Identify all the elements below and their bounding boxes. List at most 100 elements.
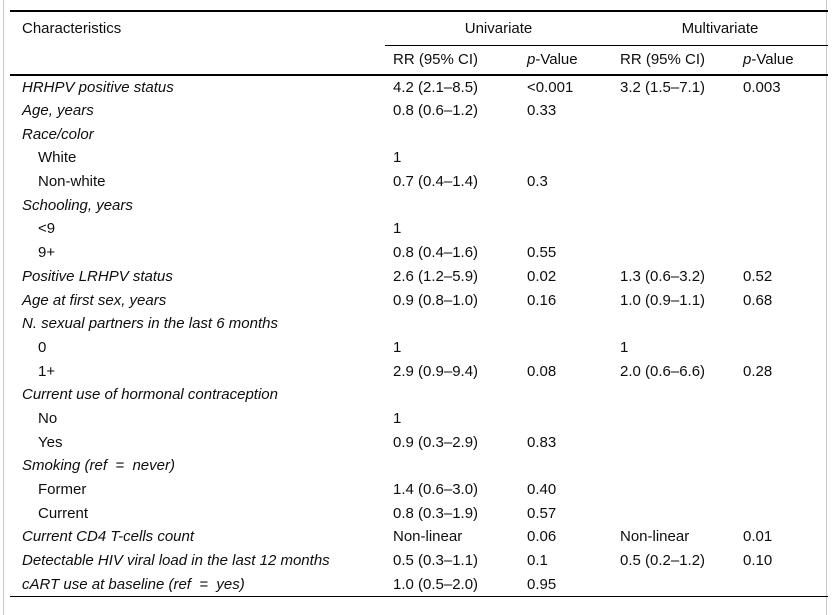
cell-uni-p: 0.3 [527, 173, 548, 191]
cell-multi-p: 0.68 [743, 291, 773, 309]
table-row: Age at first sex, years 0.9 (0.8–1.0) 0.… [10, 288, 828, 312]
cell-uni-p: 0.33 [527, 102, 557, 120]
table-row: Smoking (ref = never) [10, 454, 828, 478]
cell-multi-p [735, 146, 828, 170]
cell-characteristic: No [38, 409, 58, 427]
cell-uni-rr: 0.9 (0.3–2.9) [393, 433, 479, 451]
cell-uni-rr: 0.5 (0.3–1.1) [393, 552, 479, 570]
cell-multi-p: 0.28 [743, 362, 773, 380]
column-header-uni-pvalue: p-Value [519, 45, 612, 76]
cell-multi-rr [612, 430, 735, 454]
cell-multi-p [735, 193, 828, 217]
cell-multi-rr: 1 [620, 338, 629, 356]
cell-multi-p [735, 241, 828, 265]
cell-characteristic: Race/color [22, 125, 94, 143]
figure-right-edge [826, 0, 827, 615]
table-row: Current use of hormonal contraception [10, 383, 828, 407]
table-row: <9 1 [10, 217, 828, 241]
cell-characteristic: 9+ [38, 244, 56, 262]
cell-characteristic: 0 [38, 338, 47, 356]
cell-multi-rr: 2.0 (0.6–6.6) [620, 362, 706, 380]
cell-multi-rr [612, 454, 735, 478]
table-row: No 1 [10, 407, 828, 431]
cell-characteristic: HRHPV positive status [22, 78, 174, 96]
cell-uni-rr: 1 [393, 149, 402, 167]
cell-multi-rr [612, 217, 735, 241]
cell-uni-rr: 1.4 (0.6–3.0) [393, 481, 479, 499]
cell-uni-p [519, 193, 612, 217]
cell-uni-rr: Non-linear [393, 528, 463, 546]
cell-multi-p [735, 312, 828, 336]
cell-multi-p: 0.01 [743, 528, 773, 546]
cell-characteristic: Current use of hormonal contraception [22, 386, 278, 404]
cell-uni-p [519, 312, 612, 336]
cell-multi-p [735, 430, 828, 454]
table-row: 1+ 2.9 (0.9–9.4) 0.08 2.0 (0.6–6.6) 0.28 [10, 359, 828, 383]
cell-multi-p [735, 501, 828, 525]
cell-uni-p: 0.83 [527, 433, 557, 451]
cell-multi-p [735, 122, 828, 146]
table-row: 9+ 0.8 (0.4–1.6) 0.55 [10, 241, 828, 265]
cell-multi-rr [612, 478, 735, 502]
table-row: Former 1.4 (0.6–3.0) 0.40 [10, 478, 828, 502]
cell-uni-p: 0.40 [527, 481, 557, 499]
cell-uni-p: <0.001 [527, 78, 574, 96]
column-header-uni-rr: RR (95% CI) [385, 45, 519, 76]
cell-uni-p: 0.06 [527, 528, 557, 546]
cell-uni-rr [385, 312, 519, 336]
cell-uni-rr: 0.8 (0.3–1.9) [393, 504, 479, 522]
cell-characteristic: White [38, 149, 77, 167]
cell-uni-p [519, 217, 612, 241]
cell-multi-p [735, 454, 828, 478]
cell-multi-p [735, 383, 828, 407]
cell-uni-p: 0.95 [527, 575, 557, 593]
table-row: 0 1 1 [10, 336, 828, 360]
cell-uni-rr [385, 193, 519, 217]
cell-uni-p: 0.57 [527, 504, 557, 522]
cell-multi-p [735, 217, 828, 241]
cell-multi-p [735, 99, 828, 123]
cell-characteristic: Yes [38, 433, 63, 451]
sub-header-row: RR (95% CI) p-Value RR (95% CI) p-Value [10, 45, 829, 76]
cell-multi-p [735, 572, 828, 596]
cell-multi-p [735, 407, 828, 431]
cell-multi-p: 0.003 [743, 78, 781, 96]
cell-characteristic: cART use at baseline (ref = yes) [22, 575, 245, 593]
cell-characteristic: Current CD4 T-cells count [22, 528, 195, 546]
cell-uni-p [519, 383, 612, 407]
cell-multi-rr [612, 572, 735, 596]
table-row: cART use at baseline (ref = yes) 1.0 (0.… [10, 572, 828, 596]
cell-uni-p: 0.1 [527, 552, 548, 570]
cell-multi-rr [612, 193, 735, 217]
cell-uni-rr: 0.8 (0.4–1.6) [393, 244, 479, 262]
table-row: Race/color [10, 122, 828, 146]
cell-characteristic: N. sexual partners in the last 6 months [22, 315, 278, 333]
cell-multi-rr [612, 122, 735, 146]
cell-characteristic: 1+ [38, 362, 56, 380]
cell-uni-rr: 0.7 (0.4–1.4) [393, 173, 479, 191]
cell-characteristic: <9 [38, 220, 56, 238]
table-row: Positive LRHPV status 2.6 (1.2–5.9) 0.02… [10, 265, 828, 289]
cell-uni-p: 0.08 [527, 362, 557, 380]
table-row: HRHPV positive status 4.2 (2.1–8.5) <0.0… [10, 75, 828, 99]
cell-characteristic: Schooling, years [22, 196, 133, 214]
cell-multi-rr [612, 241, 735, 265]
cell-characteristic: Age, years [22, 102, 94, 120]
table-row: N. sexual partners in the last 6 months [10, 312, 828, 336]
cell-characteristic: Age at first sex, years [22, 291, 167, 309]
table-row: Yes 0.9 (0.3–2.9) 0.83 [10, 430, 828, 454]
cell-multi-rr [612, 407, 735, 431]
column-header-multi-rr: RR (95% CI) [612, 45, 735, 76]
group-header-multivariate: Multivariate [612, 11, 829, 46]
cell-multi-p [735, 478, 828, 502]
cell-uni-rr [385, 454, 519, 478]
cell-multi-rr: 1.0 (0.9–1.1) [620, 291, 706, 309]
cell-uni-rr: 4.2 (2.1–8.5) [393, 78, 479, 96]
cell-multi-p: 0.52 [743, 267, 773, 285]
cell-uni-rr [385, 122, 519, 146]
cell-multi-rr: 3.2 (1.5–7.1) [620, 78, 706, 96]
column-header-multi-pvalue: p-Value [735, 45, 829, 76]
cell-characteristic: Former [38, 481, 87, 499]
cell-characteristic: Current [38, 504, 89, 522]
cell-uni-p [519, 454, 612, 478]
